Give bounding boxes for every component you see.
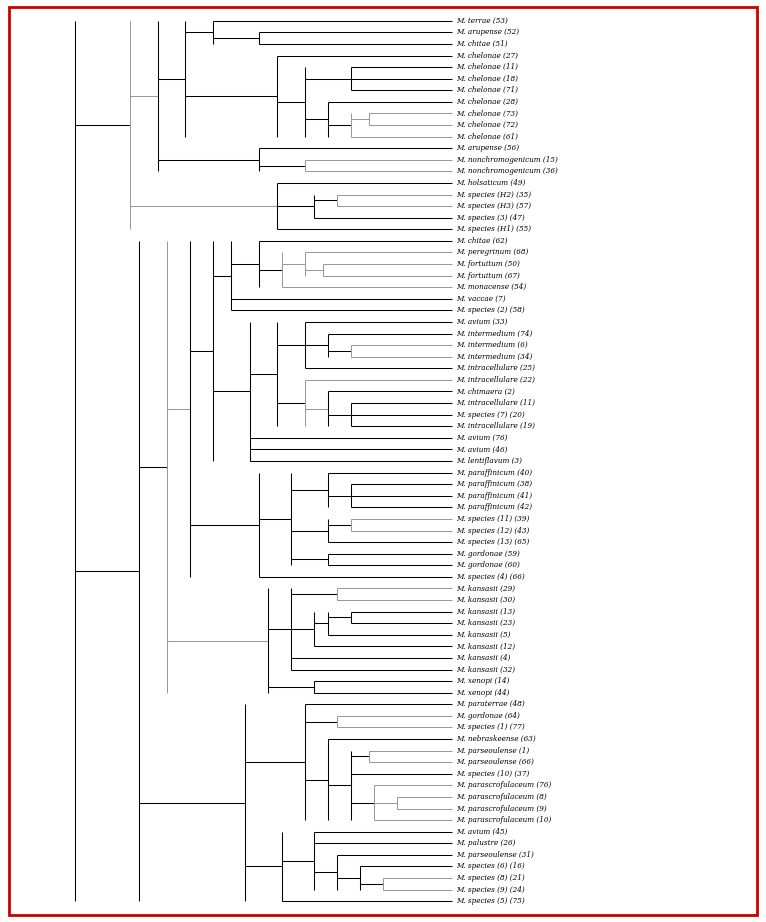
Text: M. chelonae (11): M. chelonae (11) [456, 63, 518, 71]
Text: M. chelonae (28): M. chelonae (28) [456, 98, 518, 106]
Text: M. arupense (52): M. arupense (52) [456, 29, 519, 36]
Text: M. species (4) (66): M. species (4) (66) [456, 573, 525, 581]
Text: M. nonchromogenicum (36): M. nonchromogenicum (36) [456, 168, 558, 175]
Text: M. intracellulare (25): M. intracellulare (25) [456, 364, 535, 372]
Text: M. species (11) (39): M. species (11) (39) [456, 514, 529, 523]
Text: M. kansasii (30): M. kansasii (30) [456, 596, 515, 604]
Text: M. chelonae (71): M. chelonae (71) [456, 87, 518, 94]
Text: M. lentiflavum (3): M. lentiflavum (3) [456, 457, 522, 465]
Text: M. kansasii (29): M. kansasii (29) [456, 585, 515, 593]
Text: M. species (6) (16): M. species (6) (16) [456, 862, 525, 870]
Text: M. nonchromogenicum (15): M. nonchromogenicum (15) [456, 156, 558, 164]
Text: M. gordonae (64): M. gordonae (64) [456, 712, 519, 720]
Text: M. intermedium (74): M. intermedium (74) [456, 329, 532, 337]
Text: M. species (1) (77): M. species (1) (77) [456, 724, 525, 731]
Text: M. chimaera (2): M. chimaera (2) [456, 387, 515, 396]
Text: M. parascrofulaceum (76): M. parascrofulaceum (76) [456, 781, 551, 789]
Text: M. intracellulare (22): M. intracellulare (22) [456, 376, 535, 384]
Text: M. kansasii (5): M. kansasii (5) [456, 631, 510, 639]
Text: M. species (3) (47): M. species (3) (47) [456, 214, 525, 221]
Text: M. gordonae (60): M. gordonae (60) [456, 561, 519, 569]
Text: M. xenopi (44): M. xenopi (44) [456, 689, 509, 697]
Text: M. kansasii (23): M. kansasii (23) [456, 620, 515, 627]
Text: M. paraffinicum (42): M. paraffinicum (42) [456, 503, 532, 512]
Text: M. vaccae (7): M. vaccae (7) [456, 295, 506, 302]
Text: M. species (H3) (57): M. species (H3) (57) [456, 202, 531, 210]
Text: M. fortuitum (50): M. fortuitum (50) [456, 260, 519, 268]
Text: M. species (13) (65): M. species (13) (65) [456, 538, 529, 546]
Text: M. chelonae (73): M. chelonae (73) [456, 110, 518, 117]
Text: M. gordonae (59): M. gordonae (59) [456, 550, 519, 558]
Text: M. chelonae (61): M. chelonae (61) [456, 133, 518, 141]
Text: M. intermedium (34): M. intermedium (34) [456, 353, 532, 361]
Text: M. avium (46): M. avium (46) [456, 445, 507, 454]
Text: M. palustre (26): M. palustre (26) [456, 839, 515, 847]
Text: M. monacense (54): M. monacense (54) [456, 283, 526, 291]
Text: M. intracellulare (19): M. intracellulare (19) [456, 422, 535, 431]
Text: M. parseoulense (1): M. parseoulense (1) [456, 747, 529, 754]
Text: M. fortuitum (67): M. fortuitum (67) [456, 272, 519, 279]
Text: M. parseoulense (31): M. parseoulense (31) [456, 851, 533, 859]
Text: M. species (H1) (55): M. species (H1) (55) [456, 225, 531, 233]
Text: M. peregrinum (68): M. peregrinum (68) [456, 249, 528, 256]
Text: M. species (H2) (35): M. species (H2) (35) [456, 191, 531, 198]
Text: M. avium (33): M. avium (33) [456, 318, 507, 326]
Text: M. paraffinicum (40): M. paraffinicum (40) [456, 468, 532, 477]
Text: M. kansasii (32): M. kansasii (32) [456, 666, 515, 673]
Text: M. paraffinicum (41): M. paraffinicum (41) [456, 491, 532, 500]
Text: M. species (2) (58): M. species (2) (58) [456, 306, 525, 314]
Text: M. parascrofulaceum (9): M. parascrofulaceum (9) [456, 805, 546, 812]
Text: M. kansasii (4): M. kansasii (4) [456, 654, 510, 662]
Text: M. kansasii (12): M. kansasii (12) [456, 643, 515, 650]
Text: M. species (9) (24): M. species (9) (24) [456, 886, 525, 893]
Text: M. holsaticum (49): M. holsaticum (49) [456, 179, 525, 187]
Text: M. nebraskeense (63): M. nebraskeense (63) [456, 735, 535, 743]
Text: M. chitae (62): M. chitae (62) [456, 237, 507, 245]
Text: M. chitae (51): M. chitae (51) [456, 40, 507, 48]
Text: M. chelonae (27): M. chelonae (27) [456, 52, 518, 60]
Text: M. avium (76): M. avium (76) [456, 434, 507, 442]
Text: M. species (7) (20): M. species (7) (20) [456, 410, 525, 419]
Text: M. parascrofulaceum (8): M. parascrofulaceum (8) [456, 793, 546, 801]
Text: M. species (12) (43): M. species (12) (43) [456, 526, 529, 535]
Text: M. xenopi (14): M. xenopi (14) [456, 677, 509, 685]
Text: M. paraffinicum (38): M. paraffinicum (38) [456, 480, 532, 488]
Text: M. chelonae (72): M. chelonae (72) [456, 121, 518, 129]
Text: M. parseoulense (66): M. parseoulense (66) [456, 758, 533, 766]
Text: M. species (8) (21): M. species (8) (21) [456, 874, 525, 882]
Text: M. species (10) (37): M. species (10) (37) [456, 770, 529, 778]
Text: M. kansasii (13): M. kansasii (13) [456, 608, 515, 616]
Text: M. intracellulare (11): M. intracellulare (11) [456, 399, 535, 408]
Text: M. terrae (53): M. terrae (53) [456, 17, 508, 25]
Text: M. species (5) (75): M. species (5) (75) [456, 897, 525, 905]
Text: M. chelonae (18): M. chelonae (18) [456, 75, 518, 83]
Text: M. arupense (56): M. arupense (56) [456, 144, 519, 152]
Text: M. intermedium (6): M. intermedium (6) [456, 341, 527, 349]
Text: M. avium (45): M. avium (45) [456, 828, 507, 835]
Text: M. parascrofulaceum (10): M. parascrofulaceum (10) [456, 816, 551, 824]
Text: M. paraterrae (48): M. paraterrae (48) [456, 701, 525, 708]
